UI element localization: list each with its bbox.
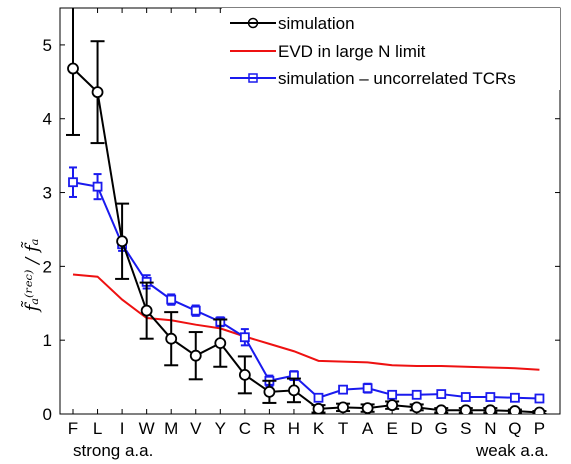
data-point (362, 383, 373, 394)
data-point (165, 332, 178, 345)
data-point (238, 368, 251, 381)
x-tick-label: A (362, 419, 374, 438)
y-tick-label: 3 (43, 184, 52, 203)
y-tick-label: 0 (43, 405, 52, 424)
data-point (91, 86, 104, 99)
data-point (312, 402, 325, 414)
legend-label-uncorrelated: simulation – uncorrelated TCRs (278, 69, 516, 88)
x-tick-label: Y (215, 419, 226, 438)
x-tick-label: S (460, 419, 471, 438)
x-tick-label: F (68, 419, 78, 438)
data-point (509, 392, 520, 403)
series-line (72, 273, 540, 371)
x-tick-label: L (93, 419, 102, 438)
x-tick-label: V (190, 419, 202, 438)
data-point (435, 404, 448, 414)
data-point (166, 294, 177, 305)
x-annotation-weak: weak a.a. (475, 441, 549, 460)
series-1 (72, 273, 540, 371)
data-point (386, 399, 399, 412)
y-tick-label: 1 (43, 331, 52, 350)
x-tick-label: E (386, 419, 397, 438)
legend: simulation EVD in large N limit simulati… (222, 8, 560, 90)
y-axis-label: f̃ₐ⁽ʳᵉᶜ⁾ / f̃ₐ (20, 239, 43, 314)
x-tick-label: T (338, 419, 348, 438)
x-tick-label: G (435, 419, 448, 438)
data-point (485, 392, 496, 402)
series-layer (66, 8, 547, 414)
y-tick-label: 5 (43, 36, 52, 55)
x-tick-label: Q (508, 419, 521, 438)
x-tick-label: C (239, 419, 251, 438)
y-tick-label: 4 (43, 110, 52, 129)
x-tick-label: D (411, 419, 423, 438)
x-tick-label: P (534, 419, 545, 438)
x-tick-label: N (484, 419, 496, 438)
data-point (509, 405, 521, 414)
legend-marker-simulation (247, 17, 259, 29)
data-point (534, 393, 545, 404)
data-point (436, 389, 447, 399)
data-point (68, 177, 78, 188)
x-tick-label: I (120, 419, 125, 438)
y-tick-label: 2 (43, 257, 52, 276)
data-point (460, 392, 471, 402)
data-point (410, 401, 423, 414)
data-point (338, 384, 348, 395)
data-point (140, 304, 153, 317)
data-point (189, 349, 202, 362)
series-0 (66, 8, 547, 414)
legend-label-evd: EVD in large N limit (278, 42, 426, 61)
data-point (214, 337, 227, 350)
data-point (533, 406, 546, 414)
legend-label-simulation: simulation (278, 14, 355, 33)
x-tick-label: W (139, 419, 155, 438)
data-point (337, 401, 349, 414)
x-tick-label: K (313, 419, 325, 438)
data-point (288, 384, 300, 397)
data-point (190, 305, 201, 316)
data-point (239, 332, 250, 343)
y-axis: 0 1 2 3 4 5 (43, 36, 560, 424)
x-tick-label: R (263, 419, 275, 438)
legend-marker-uncorrelated (248, 73, 258, 83)
data-point (313, 392, 324, 403)
data-point (484, 404, 497, 414)
data-point (67, 62, 79, 75)
data-point (263, 385, 276, 398)
x-tick-label: M (164, 419, 178, 438)
data-point (92, 181, 103, 192)
data-point (411, 389, 422, 400)
data-point (459, 404, 472, 414)
data-point (116, 235, 128, 248)
legend-box (222, 8, 560, 90)
data-point (387, 389, 398, 400)
data-point (361, 402, 374, 414)
x-tick-label: H (288, 419, 300, 438)
x-annotation-strong: strong a.a. (73, 441, 153, 460)
